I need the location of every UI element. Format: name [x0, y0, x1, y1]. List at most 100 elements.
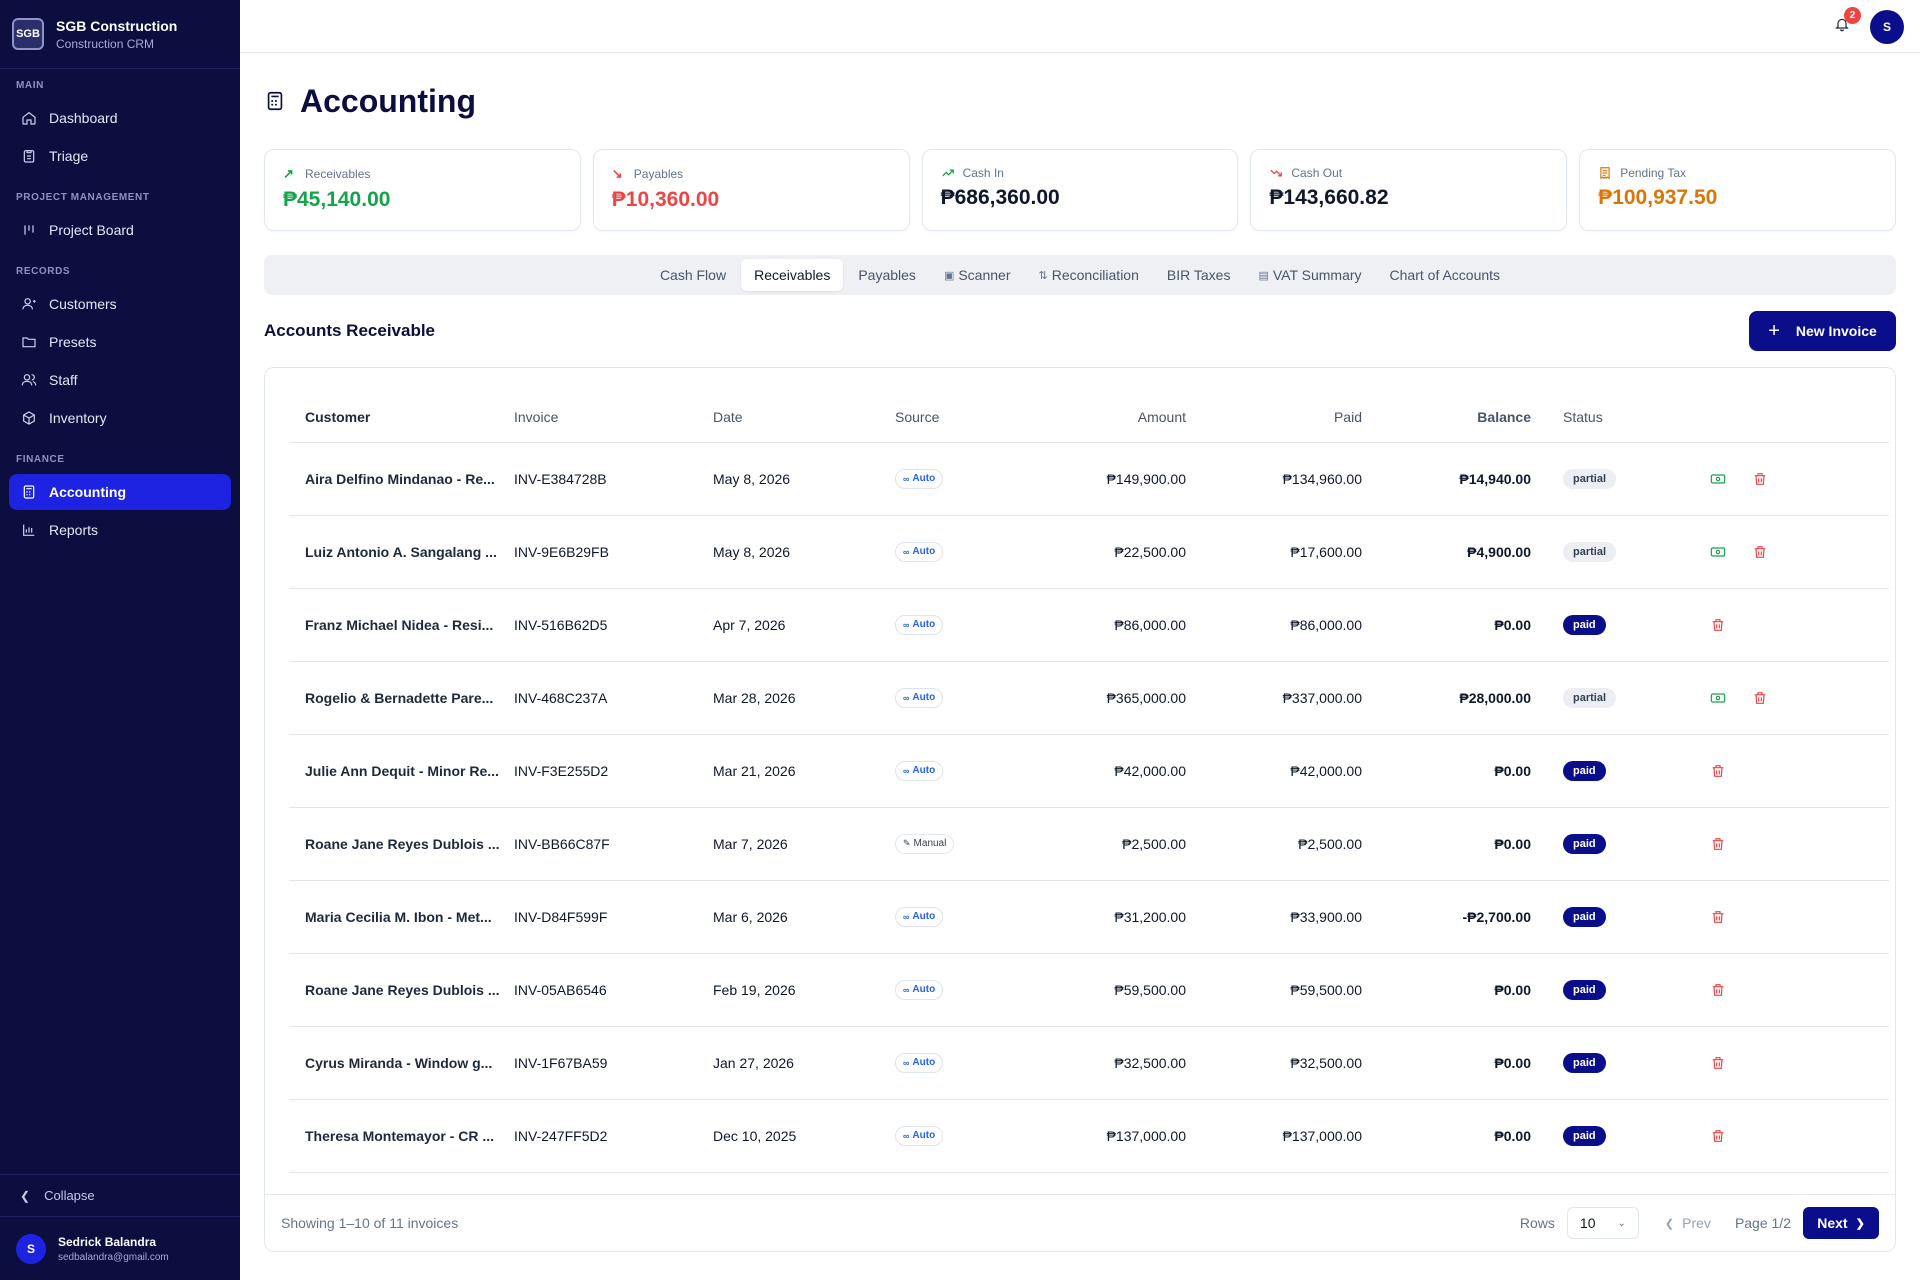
column-header-amount[interactable]: Amount	[1055, 392, 1186, 443]
delete-button[interactable]	[1710, 909, 1726, 925]
table-row[interactable]: Cyrus Miranda - Window g... INV-1F67BA59 J…	[289, 1026, 1889, 1100]
cell-balance: ₱0.00	[1362, 807, 1531, 881]
row-actions	[1680, 909, 1889, 925]
banknote-icon	[1710, 546, 1726, 557]
tab-vat-summary[interactable]: ▤ VAT Summary	[1245, 259, 1374, 291]
customer-name: Maria Cecilia M. Ibon - Met...	[305, 908, 492, 925]
user-icon	[22, 298, 36, 310]
user-profile[interactable]: S Sedrick Balandra sedbalandra@gmail.com	[0, 1216, 240, 1280]
link-icon: ∞	[903, 473, 910, 484]
avatar[interactable]: S	[1870, 10, 1904, 44]
sidebar-item-accounting[interactable]: Accounting	[9, 474, 231, 510]
tab-bir-taxes[interactable]: BIR Taxes	[1154, 259, 1244, 291]
row-actions	[1680, 544, 1889, 560]
delete-button[interactable]	[1752, 471, 1768, 487]
table-row[interactable]: Julie Ann Dequit - Minor Re... INV-F3E255…	[289, 734, 1889, 808]
column-header-source[interactable]: Source	[895, 392, 1055, 443]
source-badge: ∞ Auto	[895, 979, 944, 1000]
bell-icon	[1835, 18, 1849, 32]
next-page-button[interactable]: Next ❯	[1803, 1207, 1879, 1239]
sidebar-item-presets[interactable]: Presets	[9, 324, 231, 360]
delete-button[interactable]	[1710, 1128, 1726, 1144]
prev-page-button[interactable]: ❮ Prev	[1665, 1215, 1711, 1231]
column-header-actions	[1680, 392, 1889, 443]
cell-paid: ₱86,000.00	[1186, 588, 1362, 662]
column-header-date[interactable]: Date	[713, 392, 895, 443]
table-row[interactable]: Maria Cecilia M. Ibon - Met... INV-D84F59…	[289, 880, 1889, 954]
rows-per-page-select[interactable]: 10 ⌄	[1566, 1207, 1639, 1239]
delete-button[interactable]	[1710, 836, 1726, 852]
tab-reconciliation[interactable]: ⇅ Reconciliation	[1026, 259, 1152, 291]
collapse-button[interactable]: ❮ Collapse	[0, 1174, 240, 1216]
stat-value: ₱10,360.00	[611, 188, 720, 211]
cell-balance: ₱0.00	[1362, 1099, 1531, 1173]
section-title: Accounts Receivable	[264, 321, 436, 340]
trash-icon	[1712, 1056, 1724, 1069]
delete-button[interactable]	[1710, 763, 1726, 779]
table-row[interactable]: Franz Michael Nidea - Resi... INV-516B62D…	[289, 588, 1889, 662]
table-row[interactable]: Rogelio & Bernadette Pare... INV-468C237A…	[289, 661, 1889, 735]
stat-label: Pending Tax	[1620, 166, 1687, 180]
customer-name: Rogelio & Bernadette Pare...	[305, 689, 494, 706]
delete-button[interactable]	[1710, 1055, 1726, 1071]
delete-button[interactable]	[1752, 544, 1768, 560]
record-payment-button[interactable]	[1710, 544, 1726, 560]
column-header-invoice[interactable]: Invoice	[514, 392, 713, 443]
source-badge: ∞ Auto	[895, 906, 944, 927]
sidebar-item-staff[interactable]: Staff	[9, 362, 231, 398]
sidebar-item-reports[interactable]: Reports	[9, 512, 231, 548]
users-icon	[21, 374, 37, 386]
column-header-paid[interactable]: Paid	[1186, 392, 1362, 443]
tab-cash-flow[interactable]: Cash Flow	[647, 259, 739, 291]
stat-value: ₱143,660.82	[1269, 186, 1389, 209]
source-badge: ✎ Manual	[895, 833, 955, 854]
table-row[interactable]: Luiz Antonio A. Sangalang ... INV-9E6B29F…	[289, 515, 1889, 589]
customer-name: Franz Michael Nidea - Resi...	[305, 616, 494, 633]
table-row[interactable]: Theresa Montemayor - CR ... INV-247FF5D2 D…	[289, 1099, 1889, 1173]
tab-label: VAT Summary	[1272, 267, 1362, 283]
table-row[interactable]: Aira Delfino Mindanao - Re... INV-E384728…	[289, 442, 1889, 516]
delete-button[interactable]	[1710, 982, 1726, 998]
delete-button[interactable]	[1752, 690, 1768, 706]
sidebar-item-inventory[interactable]: Inventory	[9, 400, 231, 436]
tab-label: Cash Flow	[659, 267, 727, 283]
cell-status: paid	[1531, 1099, 1680, 1173]
table-row[interactable]: Roane Jane Reyes Dublois ... INV-BB66C87F…	[289, 807, 1889, 881]
sidebar-item-project-board[interactable]: Project Board	[9, 212, 231, 248]
nav-section-main: MAIN	[16, 80, 44, 91]
delete-button[interactable]	[1710, 617, 1726, 633]
cell-status: partial	[1531, 661, 1680, 735]
tab-payables[interactable]: Payables	[845, 259, 929, 291]
record-payment-button[interactable]	[1710, 471, 1726, 487]
sidebar-item-label: Accounting	[49, 484, 126, 500]
topbar: 2 S	[240, 0, 1920, 53]
cell-invoice: INV-05AB6546	[514, 953, 713, 1027]
invoices-table: Customer Invoice Date Source Amount Paid…	[289, 392, 1889, 1173]
cell-date: Dec 10, 2025	[713, 1099, 895, 1173]
source-badge: ∞ Auto	[895, 1052, 944, 1073]
new-invoice-button[interactable]: + New Invoice	[1749, 311, 1896, 351]
cell-date: Mar 28, 2026	[713, 661, 895, 735]
tab-scanner[interactable]: ▣ Scanner	[931, 259, 1024, 291]
sidebar-item-triage[interactable]: Triage	[9, 138, 231, 174]
brand-subtitle: Construction CRM	[56, 36, 155, 51]
sidebar-item-label: Triage	[49, 148, 89, 164]
arrow-up-right-icon: ↗	[283, 166, 294, 181]
sidebar-item-customers[interactable]: Customers	[9, 286, 231, 322]
bar-chart-icon	[23, 524, 35, 536]
record-payment-button[interactable]	[1710, 690, 1726, 706]
cell-actions	[1680, 442, 1889, 516]
cell-status: partial	[1531, 442, 1680, 516]
plus-icon: +	[1768, 320, 1780, 342]
column-header-balance[interactable]: Balance	[1362, 392, 1531, 443]
tab-chart-of-accounts[interactable]: Chart of Accounts	[1377, 259, 1514, 291]
brand[interactable]: SGB SGB Construction Construction CRM	[0, 0, 240, 69]
column-header-status[interactable]: Status	[1531, 392, 1680, 443]
sidebar-item-dashboard[interactable]: Dashboard	[9, 100, 231, 136]
column-header-customer[interactable]: Customer	[289, 392, 514, 443]
cell-source: ∞ Auto	[895, 442, 1055, 516]
table-row[interactable]: Roane Jane Reyes Dublois ... INV-05AB6546…	[289, 953, 1889, 1027]
notifications-button[interactable]: 2	[1834, 7, 1861, 36]
tab-receivables[interactable]: Receivables	[741, 259, 844, 291]
cell-balance: ₱0.00	[1362, 953, 1531, 1027]
